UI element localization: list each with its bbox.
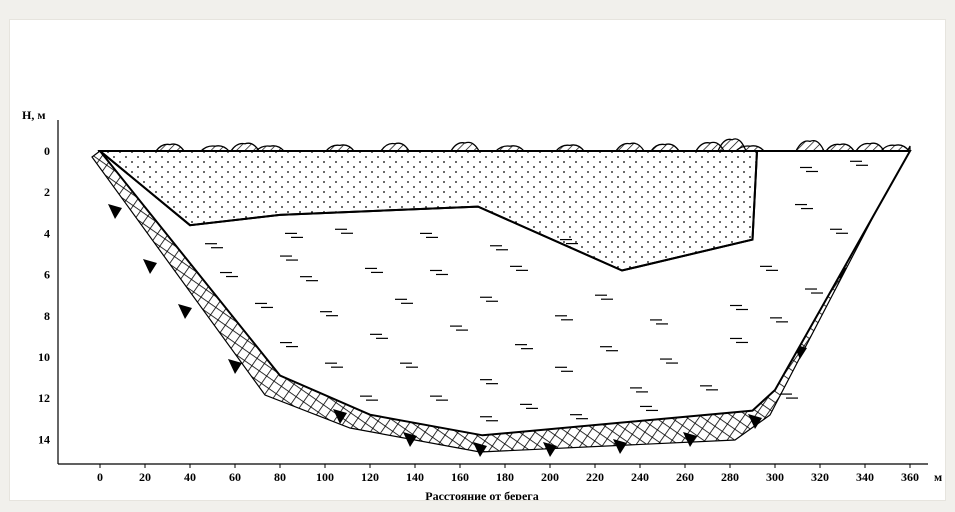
surface-vegetation-icon: [98, 138, 911, 152]
x-tick-label: 40: [184, 470, 196, 484]
bedrock-wedge: [403, 432, 417, 447]
x-tick-label: 180: [496, 470, 514, 484]
x-tick-label: 80: [274, 470, 286, 484]
x-tick-labels: 0 20 40 60 80 100 120 140 160 180 200 220 240 260 280 3…: [97, 464, 919, 484]
bedrock-wedge: [143, 259, 157, 274]
y-tick-label: 4: [44, 226, 50, 240]
sand-dotted-layer: [97, 150, 759, 272]
x-tick-label: 200: [541, 470, 559, 484]
y-tick-label: 12: [38, 391, 50, 405]
x-tick-label: 60: [229, 470, 241, 484]
bedrock-wedge: [748, 414, 762, 429]
x-tick-label: 240: [631, 470, 649, 484]
bedrock-wedge: [228, 359, 242, 374]
lake-cross-section-diagram: H, м м Расстояние от берега 0 20 40 60 80 100…: [22, 108, 942, 500]
x-tick-label: 340: [856, 470, 874, 484]
y-tick-label: 14: [38, 432, 50, 446]
water-dash-marks: [205, 160, 868, 422]
bedrock-wedge: [473, 442, 487, 457]
x-tick-label: 300: [766, 470, 784, 484]
x-axis-title: Расстояние от берега: [425, 489, 539, 500]
diagram-frame: H, м м Расстояние от берега 0 20 40 60 80 100…: [10, 20, 945, 500]
x-axis-unit: м: [934, 470, 942, 484]
bedrock-wedge: [178, 304, 192, 319]
x-tick-label: 360: [901, 470, 919, 484]
y-tick-labels: 0 2 4 6 8 10 12 14: [38, 144, 50, 446]
y-tick-label: 2: [44, 185, 50, 199]
y-tick-label: 0: [44, 144, 50, 158]
x-tick-label: 280: [721, 470, 739, 484]
x-tick-label: 120: [361, 470, 379, 484]
bedrock-wedge: [613, 439, 627, 454]
x-tick-label: 320: [811, 470, 829, 484]
x-tick-label: 160: [451, 470, 469, 484]
x-tick-label: 20: [139, 470, 151, 484]
bedrock-wedge: [543, 442, 557, 457]
bedrock-wedge: [333, 409, 347, 424]
x-tick-label: 140: [406, 470, 424, 484]
y-tick-label: 10: [38, 350, 50, 364]
x-tick-label: 220: [586, 470, 604, 484]
x-tick-label: 260: [676, 470, 694, 484]
x-tick-label: 0: [97, 470, 103, 484]
bedrock-wedge: [683, 432, 697, 447]
vegetation-bumps: [98, 138, 911, 152]
y-axis-title: H, м: [22, 108, 46, 122]
y-tick-label: 8: [44, 309, 50, 323]
y-tick-label: 6: [44, 268, 50, 282]
x-tick-label: 100: [316, 470, 334, 484]
bedrock-wedge: [108, 204, 122, 219]
